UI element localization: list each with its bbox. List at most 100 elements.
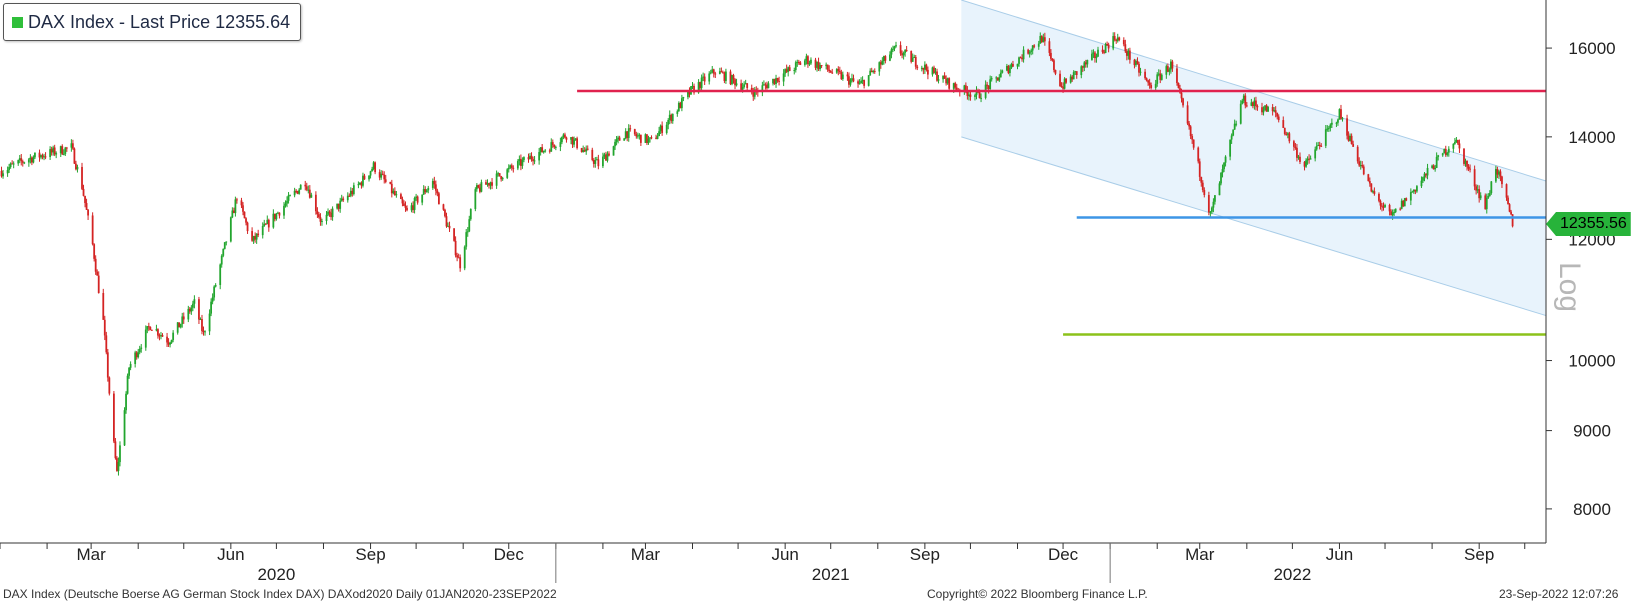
candle-body [582, 150, 585, 152]
candle-body [1484, 195, 1487, 210]
candle-body [1245, 105, 1248, 107]
candle-body [23, 162, 26, 164]
x-month-label: Jun [1326, 545, 1353, 564]
candle-body [293, 190, 296, 196]
candle-body [1296, 147, 1298, 158]
candle-body [955, 87, 958, 90]
candle-body [9, 163, 12, 168]
candle-body [1384, 204, 1386, 208]
candle-body [1094, 52, 1096, 59]
candle-body [1308, 158, 1310, 160]
candle-body [1479, 195, 1482, 199]
candle-body [1388, 204, 1391, 212]
candle-body [103, 319, 106, 336]
x-month-label: Mar [1185, 545, 1215, 564]
candle-body [901, 53, 903, 56]
candle-body [106, 352, 109, 378]
candle-body [841, 74, 844, 80]
candle-body [1317, 144, 1320, 146]
candle-body [1054, 69, 1057, 74]
candle-body [1444, 148, 1447, 155]
candle-body [434, 184, 437, 191]
candle-body [1214, 195, 1216, 202]
candle-body [1075, 71, 1078, 76]
x-year-label: 2020 [257, 565, 295, 584]
candle-body [624, 131, 627, 139]
candle-body [1019, 57, 1022, 59]
candle-body [150, 329, 153, 331]
candle-body [76, 166, 79, 170]
candle-body [342, 198, 345, 201]
candle-body [176, 322, 179, 333]
candle-body [191, 303, 194, 308]
candle-body [1330, 122, 1333, 125]
candle-body [421, 194, 424, 203]
candle-body [1051, 58, 1054, 61]
candle-body [146, 326, 149, 330]
candle-body [459, 257, 462, 269]
candle-body [966, 90, 969, 97]
candle-body [1425, 173, 1427, 176]
candle-body [149, 326, 152, 330]
candle-body [1235, 123, 1238, 125]
candle-body [861, 80, 864, 82]
candle-body [1452, 143, 1455, 149]
candle-body [1475, 186, 1478, 191]
candle-body [348, 195, 351, 197]
candle-body [29, 157, 32, 160]
candle-body [820, 65, 823, 67]
candle-body [20, 158, 23, 162]
candle-body [321, 221, 323, 223]
candle-body [570, 137, 572, 140]
candle-body [1037, 43, 1040, 47]
candle-body [272, 213, 275, 228]
candle-body [718, 71, 721, 74]
candle-body [1412, 189, 1415, 192]
candle-body [863, 80, 866, 86]
candle-body [278, 212, 281, 216]
candle-body [359, 182, 361, 185]
candle-body [1007, 65, 1010, 74]
candle-body [157, 329, 159, 336]
log-scale-label: Log [1553, 262, 1586, 313]
candle-body [1327, 127, 1330, 129]
candle-body [677, 102, 680, 112]
candle-body [1139, 71, 1142, 73]
candle-body [603, 154, 606, 157]
legend-swatch [12, 16, 23, 28]
candle-body [275, 213, 278, 220]
candle-body [1464, 160, 1467, 164]
candle-body [1320, 145, 1323, 147]
candle-body [155, 329, 158, 331]
candle-body [946, 78, 949, 84]
candle-body [128, 367, 130, 376]
candle-body [1223, 162, 1225, 170]
candle-body [75, 163, 77, 170]
candle-body [670, 114, 673, 122]
candle-body [236, 199, 238, 201]
candle-body [1171, 61, 1174, 69]
candle-body [261, 226, 264, 236]
candle-body [172, 332, 175, 340]
candle-body [1469, 168, 1471, 170]
candle-body [835, 69, 838, 73]
candle-body [1028, 51, 1031, 54]
candle-body [784, 69, 787, 74]
candle-body [571, 137, 574, 145]
candle-body [574, 138, 577, 140]
candle-body [1370, 183, 1373, 192]
candle-body [1490, 181, 1493, 194]
candle-body [457, 257, 460, 259]
candle-body [40, 155, 42, 158]
candle-body [1453, 141, 1456, 144]
candle-body [1400, 200, 1403, 209]
candle-body [927, 69, 929, 75]
candle-body [465, 232, 468, 247]
candle-body [445, 216, 448, 227]
candle-body [50, 149, 53, 153]
candle-body [518, 158, 521, 162]
candle-body [395, 194, 398, 196]
candle-body [1059, 73, 1061, 87]
candle-body [838, 70, 841, 73]
